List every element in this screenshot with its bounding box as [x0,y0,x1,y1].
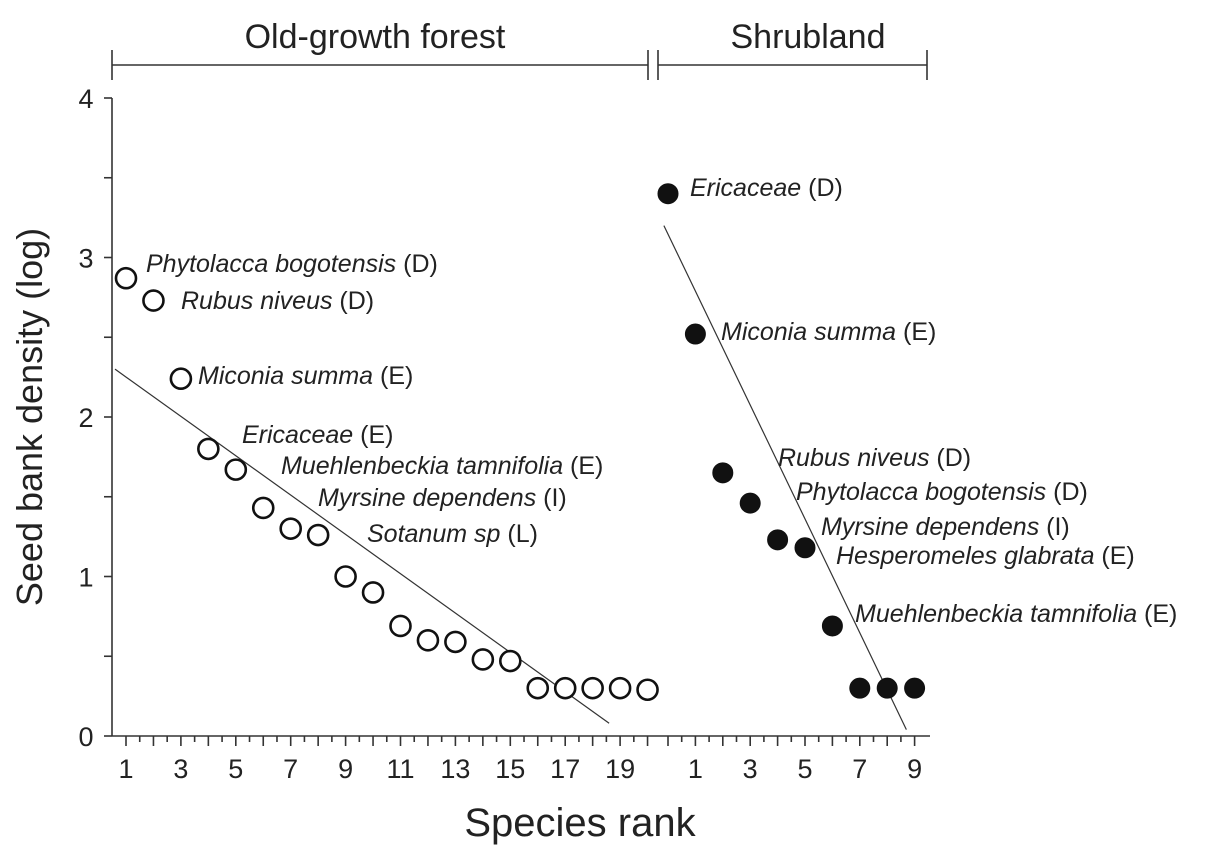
data-point-old-growth [416,628,440,652]
data-point-old-growth [251,496,275,520]
data-point-old-growth [279,517,303,540]
data-point-shrubland [794,537,816,559]
chart-ticks [104,97,916,746]
data-point-old-growth [142,289,165,312]
data-point-old-growth [224,458,248,481]
species-label-old-growth: Phytolacca bogotensis (D) [146,250,438,278]
data-point-old-growth [553,676,577,700]
y-tick-label: 0 [78,722,93,752]
data-point-old-growth [636,678,659,702]
data-point-old-growth [361,581,385,604]
data-point-shrubland [904,677,926,699]
data-point-shrubland [712,462,734,484]
data-point-shrubland [849,677,871,699]
data-point-old-growth [169,367,193,391]
x-tick-label: 9 [338,754,353,784]
data-point-old-growth [306,523,330,547]
species-label-old-growth: Ericaceae (E) [242,421,393,449]
data-point-old-growth [608,676,632,700]
y-axis-title: Seed bank density (log) [9,228,50,606]
chart-text: Old-growth forest Shrubland Species rank… [9,18,1177,845]
x-tick-label: 7 [852,754,867,784]
data-point-shrubland [684,323,706,345]
x-tick-label: 11 [386,754,414,784]
data-point-shrubland [657,183,679,205]
species-label-old-growth: Rubus niveus (D) [181,287,374,315]
y-tick-label: 3 [78,244,93,274]
x-tick-label: 15 [495,754,525,784]
x-tick-label: 5 [228,754,243,784]
data-point-shrubland [739,492,761,514]
species-label-shrubland: Hesperomeles glabrata (E) [836,542,1135,570]
data-point-old-growth [498,649,522,673]
x-tick-label: 3 [173,754,188,784]
data-point-old-growth [444,630,467,654]
x-tick-label: 3 [743,754,758,784]
data-point-old-growth [114,266,138,290]
data-point-old-growth [389,614,412,638]
data-point-old-growth [197,437,220,461]
x-tick-label: 1 [688,754,703,784]
y-tick-label: 1 [78,563,93,593]
species-label-old-growth: Muehlenbeckia tamnifolia (E) [281,452,603,480]
species-label-old-growth: Myrsine dependens (I) [318,484,567,512]
species-label-shrubland: Muehlenbeckia tamnifolia (E) [855,600,1177,628]
chart-lines [111,50,930,737]
x-tick-label: 1 [118,754,133,784]
x-tick-label: 19 [605,754,635,784]
data-point-shrubland [767,529,789,551]
trendline-shrubland [663,225,907,730]
group-title-shrubland: Shrubland [730,18,885,56]
species-label-shrubland: Myrsine dependens (I) [821,513,1070,541]
x-tick-label: 9 [907,754,922,784]
data-point-old-growth [471,648,495,671]
data-point-old-growth [581,676,604,700]
data-point-shrubland [876,677,898,699]
chart-points [114,183,926,702]
species-label-shrubland: Miconia summa (E) [721,318,936,346]
data-point-shrubland [821,615,843,637]
species-label-old-growth: Sotanum sp (L) [367,520,538,548]
x-tick-label: 5 [797,754,812,784]
data-point-old-growth [334,565,357,588]
data-point-old-growth [526,676,550,700]
species-label-old-growth: Miconia summa (E) [198,362,413,390]
species-label-shrubland: Ericaceae (D) [690,174,843,202]
species-label-shrubland: Phytolacca bogotensis (D) [796,478,1088,506]
x-tick-label: 13 [440,754,470,784]
trendline-old-growth [114,368,610,724]
y-tick-label: 4 [78,84,93,114]
species-label-shrubland: Rubus niveus (D) [778,444,971,472]
group-title-old-growth-forest: Old-growth forest [245,18,506,56]
x-tick-label: 7 [283,754,298,784]
x-axis-title: Species rank [464,801,696,845]
y-tick-label: 2 [78,403,93,433]
x-tick-label: 17 [550,754,580,784]
